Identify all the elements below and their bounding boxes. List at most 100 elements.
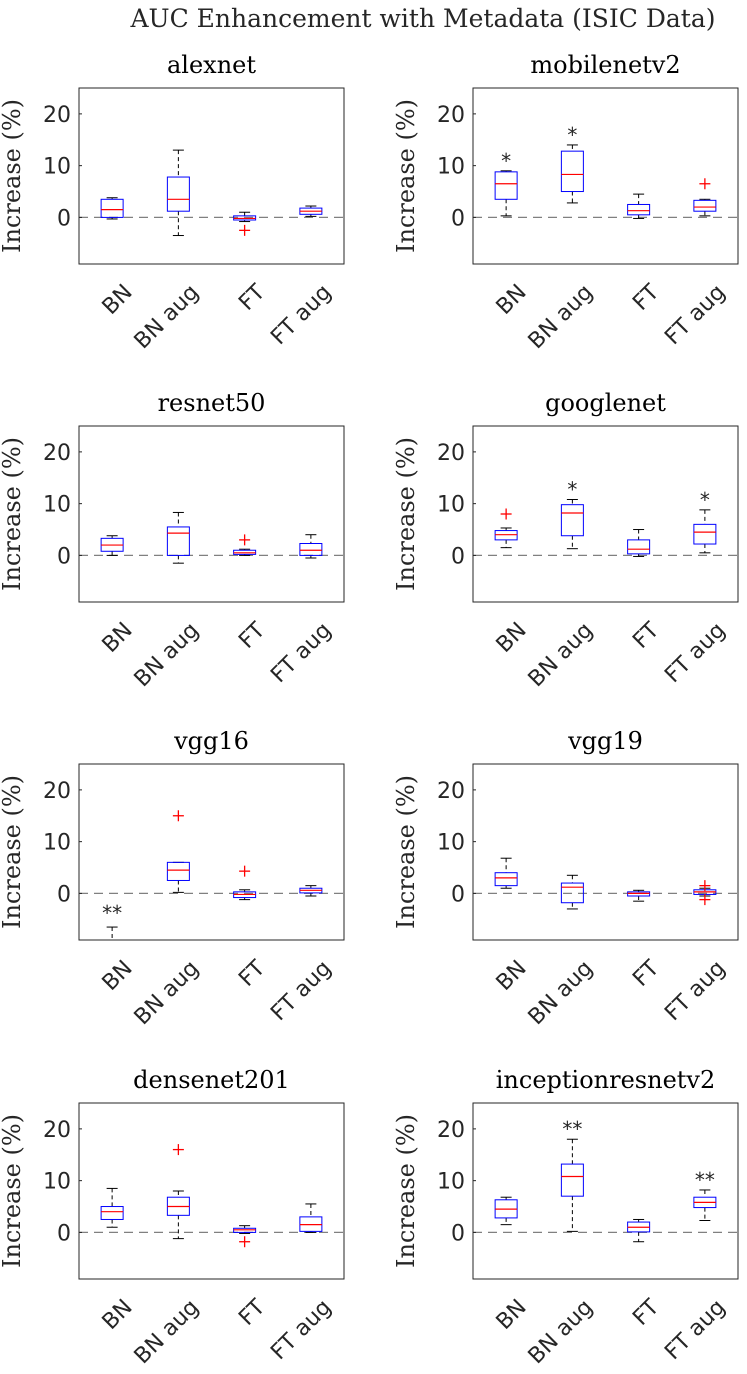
significance-marker: * [700,488,710,512]
panel-title: resnet50 [158,389,266,417]
axes-frame [78,1102,345,1280]
outlier-marker [239,865,251,877]
box-ft-aug: * [693,488,717,554]
x-tick-label: BN [492,956,532,996]
box-iqr [100,1206,124,1220]
y-tick-label: 20 [437,779,465,804]
outlier-marker [239,224,251,236]
axes-frame [78,425,345,603]
y-tick-label: 10 [43,831,71,856]
x-tick-label: FT aug [660,280,730,350]
box-bn [100,1187,124,1228]
y-tick-label: 10 [43,493,71,518]
y-tick-label: 20 [43,779,71,804]
x-tick-label: FT [628,618,664,654]
box-iqr [693,199,717,212]
x-tick-label: FT aug [266,618,336,688]
box-ft [627,1218,651,1243]
box-bn-aug [560,874,584,910]
box-bn [494,857,518,889]
x-tick-label: FT aug [266,280,336,350]
outlier-marker [699,178,711,190]
outlier-marker [699,880,711,892]
figure-title: AUC Enhancement with Metadata (ISIC Data… [129,4,715,33]
axes-frame [78,87,345,265]
x-tick-label: BN aug [130,1295,204,1369]
y-tick-label: 10 [437,493,465,518]
y-tick-label: 0 [451,544,465,569]
outlier-marker [500,508,512,520]
significance-marker: ** [695,1168,715,1192]
box-ft [233,1225,257,1248]
y-tick-label: 0 [451,206,465,231]
box-ft-aug [693,178,717,217]
y-axis-label: Increase (%) [392,99,420,253]
box-ft [233,534,257,556]
y-tick-label: 10 [437,155,465,180]
box-iqr [100,198,124,218]
x-tick-label: BN aug [524,1295,598,1369]
box-ft-aug [693,880,717,906]
x-tick-label: BN [98,956,138,996]
x-tick-label: FT [628,280,664,316]
x-tick-label: BN [492,618,532,658]
box-bn [494,508,518,549]
box-bn-aug: ** [560,1117,584,1232]
box-iqr [560,882,584,904]
box-iqr [166,526,190,556]
y-tick-label: 0 [57,544,71,569]
x-tick-label: FT [234,280,270,316]
box-bn-aug: * [560,123,584,204]
panel-inceptionresnetv2: inceptionresnetv2 Increase (%) 0 10 20 ** ** BN… [392,1066,739,1369]
x-tick-label: FT [234,1295,270,1331]
x-tick-label: BN [492,1295,532,1335]
box-iqr [693,523,717,545]
y-axis-label: Increase (%) [0,437,26,591]
x-tick-label: BN [98,618,138,658]
box-bn-aug: * [560,478,584,550]
panel-title: vgg16 [173,727,249,755]
axes-frame [472,87,739,265]
significance-marker: * [501,149,511,173]
x-tick-label: FT aug [660,618,730,688]
x-tick-label: FT [234,956,270,992]
box-bn: * [494,149,518,217]
box-bn [100,535,124,556]
box-iqr [627,539,651,555]
panel-title: alexnet [167,51,256,79]
outlier-marker [172,1144,184,1156]
box-bn-aug [166,149,190,237]
x-tick-label: BN aug [524,280,598,354]
box-bn: ** [102,901,122,940]
box-iqr [299,543,323,556]
y-axis-label: Increase (%) [392,1114,420,1268]
y-tick-label: 10 [437,831,465,856]
y-tick-label: 0 [451,882,465,907]
y-tick-label: 20 [437,1118,465,1143]
y-axis-label: Increase (%) [0,99,26,253]
box-ft [233,865,257,901]
box-iqr [560,150,584,193]
panel-title: densenet201 [133,1066,290,1094]
x-tick-label: BN [492,280,532,320]
box-ft [627,193,651,219]
significance-marker: ** [562,1117,582,1141]
box-bn [100,197,124,220]
axes-frame [472,425,739,603]
box-iqr [627,203,651,216]
outlier-marker [172,810,184,822]
x-tick-label: FT [628,956,664,992]
y-tick-label: 0 [451,1221,465,1246]
y-tick-label: 20 [43,441,71,466]
panel-title: vgg19 [567,727,643,755]
x-tick-label: BN [98,280,138,320]
box-iqr [166,861,190,881]
significance-marker: * [567,123,577,147]
x-tick-label: BN aug [130,618,204,692]
x-tick-label: BN aug [130,956,204,1030]
